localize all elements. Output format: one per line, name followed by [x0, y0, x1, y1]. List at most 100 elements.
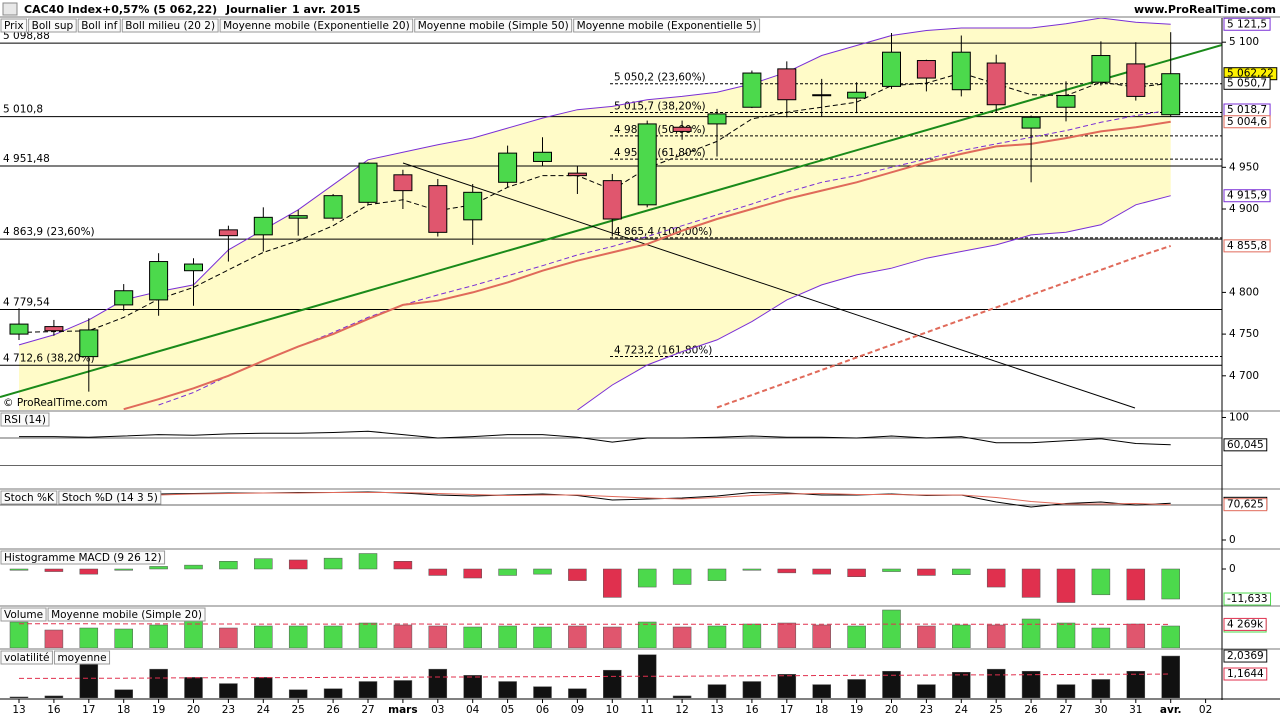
period: Journalier	[225, 3, 287, 16]
y-tick-label: 0	[1229, 563, 1236, 575]
x-tick-label: 20	[885, 704, 898, 716]
bar	[882, 568, 901, 572]
bar	[1091, 627, 1111, 648]
legend-box	[0, 18, 28, 33]
value-box	[1223, 667, 1268, 681]
bar	[986, 668, 1006, 698]
bar	[254, 625, 273, 648]
bar	[323, 557, 343, 570]
candle-body	[149, 261, 169, 301]
bar	[79, 627, 99, 648]
candle-body	[253, 216, 273, 236]
bar	[1126, 623, 1146, 648]
bar	[777, 674, 797, 698]
x-tick-label: 23	[920, 704, 933, 716]
bar	[428, 668, 448, 698]
bar	[847, 679, 866, 698]
candle-body	[1091, 55, 1111, 83]
panel: 5 098,88 5 010,8 4 951,48 4 863,9 (23,60%) 4…	[0, 18, 1222, 410]
bar	[707, 568, 727, 581]
x-tick-label: 19	[850, 704, 863, 716]
bar	[777, 568, 797, 574]
bar	[288, 625, 308, 648]
bar	[1161, 625, 1180, 648]
bar	[637, 568, 657, 588]
candle-body	[951, 51, 971, 91]
bar	[9, 621, 29, 648]
bar	[323, 688, 343, 698]
bar	[219, 561, 238, 570]
bar	[568, 688, 587, 698]
candle-body	[882, 51, 901, 87]
bar	[672, 568, 692, 585]
value-box	[1223, 617, 1267, 631]
bar	[1021, 568, 1041, 598]
bar	[79, 662, 99, 698]
bar	[707, 684, 727, 698]
bar	[1161, 655, 1180, 698]
bar	[672, 695, 692, 698]
bar	[672, 626, 692, 648]
legend-entry: Boll inf	[81, 20, 117, 32]
candle-body	[184, 263, 203, 272]
bar	[1056, 684, 1076, 698]
x-tick-label: 23	[222, 704, 235, 716]
legend-box	[121, 18, 219, 33]
bar	[847, 625, 866, 648]
value-box	[1223, 498, 1268, 512]
level-label: 5 010,8	[3, 104, 43, 116]
candle-body	[114, 290, 134, 306]
value-label: 2,0369	[1227, 650, 1264, 662]
x-tick-label: 13	[710, 704, 723, 716]
value-box	[1223, 649, 1268, 663]
bar	[44, 568, 64, 572]
legend-box	[58, 490, 162, 505]
fib-label: 5 015,7 (38,20%)	[614, 100, 706, 112]
level-label: 4 951,48	[3, 153, 50, 165]
bar	[114, 628, 133, 648]
bar	[9, 696, 29, 698]
candle-body	[637, 123, 657, 206]
bar	[149, 566, 168, 570]
bar	[393, 561, 413, 570]
y-tick-label: 4 800	[1229, 286, 1259, 298]
candle-body	[1161, 73, 1181, 116]
y-tick-label: 100	[1229, 411, 1249, 423]
legend-entry: RSI (14)	[4, 414, 46, 426]
change: +0,57% (5 062,22)	[102, 3, 217, 16]
value-label: 5 121,5	[1227, 18, 1267, 30]
x-tick-label: avr.	[1160, 704, 1182, 716]
legend-box	[0, 607, 47, 622]
y-tick-label: 4 950	[1229, 161, 1259, 173]
x-tick-label: 04	[466, 704, 480, 716]
bar	[219, 627, 238, 648]
bar	[952, 624, 971, 648]
bar	[568, 568, 587, 581]
bar	[79, 568, 99, 575]
level-label: 4 712,6 (38,20%)	[3, 352, 95, 364]
bar	[742, 623, 762, 648]
candle-body	[567, 172, 587, 177]
bar	[428, 625, 448, 648]
candle-body	[44, 326, 64, 332]
value-label: -11,633	[1227, 593, 1268, 605]
bar	[9, 568, 29, 571]
x-tick-label: 26	[1024, 704, 1038, 716]
level-label: 5 098,88	[3, 30, 50, 42]
candle-body	[1021, 116, 1041, 129]
x-tick-label: 25	[292, 704, 305, 716]
fib-label: 4 865,4 (100,00%)	[614, 226, 712, 238]
trend-line	[0, 44, 1222, 398]
bar	[986, 568, 1006, 588]
bar	[1091, 568, 1111, 596]
panel	[9, 654, 1180, 698]
bar	[254, 558, 273, 570]
x-tick-label: 03	[431, 704, 444, 716]
x-tick-label: 27	[1059, 704, 1072, 716]
bar	[742, 681, 762, 698]
x-tick-label: 02	[1199, 704, 1212, 716]
candle-body	[498, 152, 518, 183]
value-label: 60,045	[1227, 439, 1264, 451]
x-tick-label: 11	[641, 704, 654, 716]
bar	[812, 684, 831, 698]
